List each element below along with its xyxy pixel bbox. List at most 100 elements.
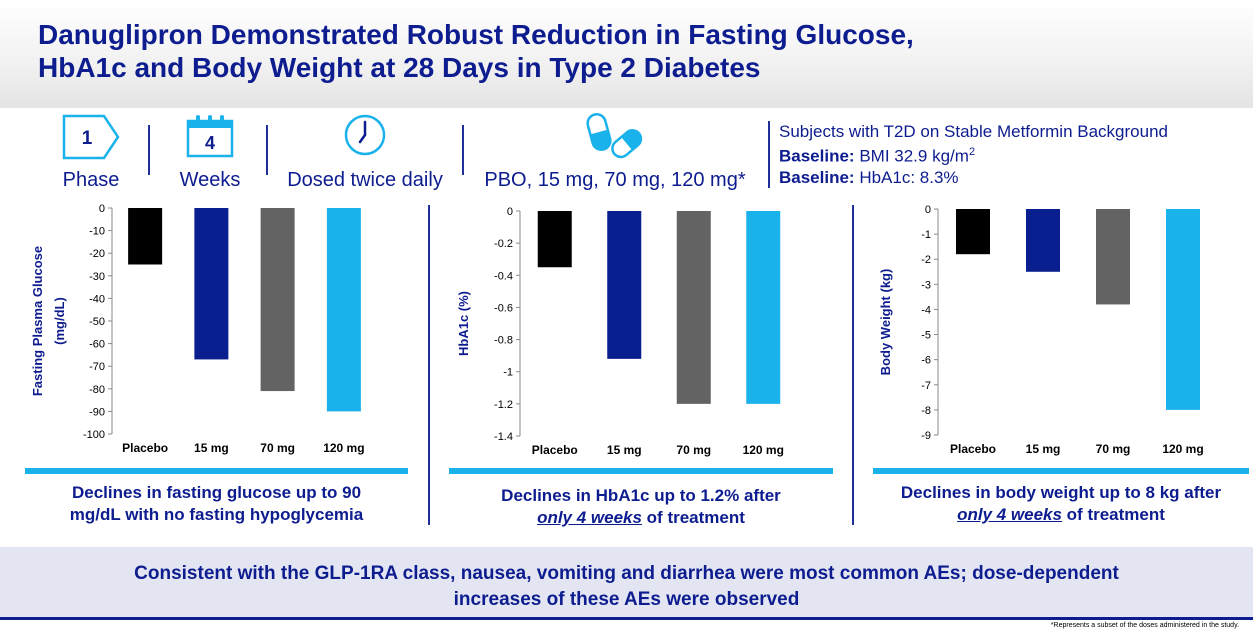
ae-banner-line1: Consistent with the GLP-1RA class, nause… [134,563,1119,584]
clock-icon [344,114,386,156]
glucose-category-label: Placebo [122,441,168,455]
doses-label: PBO, 15 mg, 70 mg, 120 mg* [484,169,746,191]
hba1c-caption-emphasis: only 4 weeks [537,508,642,527]
weeks-info: 4 Weeks [170,110,250,200]
footer-rule [0,617,1253,620]
hba1c-tick-label: -0.2 [494,238,513,250]
glucose-caption: Declines in fasting glucose up to 90 mg/… [25,482,408,526]
pills-icon [586,113,643,159]
hba1c-y-axis-label: HbA1c (%) [456,291,471,356]
arrow-badge-icon: 1 [62,114,120,160]
hba1c-tick-label: -0.6 [494,302,513,314]
baseline-label: Baseline: [779,167,855,187]
footnote: *Represents a subset of the doses admini… [1050,622,1239,629]
glucose-category-label: 70 mg [260,441,295,455]
caption-bar [449,468,833,474]
ae-banner-line2: increases of these AEs were observed [453,589,800,610]
weight-caption-rest: of treatment [1061,505,1165,524]
title-band [0,0,1253,108]
glucose-bar [326,208,361,412]
panel-divider [852,205,854,525]
title-line-2: HbA1c and Body Weight at 28 Days in Type… [38,52,761,83]
glucose-tick-label: -70 [89,361,105,373]
page-title: Danuglipron Demonstrated Robust Reductio… [38,18,914,84]
bmi-text: BMI 32.9 kg/m [859,146,969,166]
glucose-tick-label: -60 [89,339,105,351]
glucose-bar [128,208,163,265]
ae-banner: Consistent with the GLP-1RA class, nause… [0,547,1253,617]
glucose-tick-label: -30 [89,271,105,283]
weight-caption-line1: Declines in body weight up to 8 kg after [900,483,1222,502]
bmi-superscript: 2 [968,146,976,158]
glucose-tick-label: -80 [89,384,105,396]
baseline-label: Baseline: [779,146,855,166]
hba1c-caption-line1: Declines in HbA1c up to 1.2% after [501,486,781,505]
glucose-tick-label: -40 [89,293,105,305]
glucose-tick-label: -100 [83,429,105,441]
hba1c-tick-label: -1.4 [494,431,513,443]
hba1c-category-label: 120 mg [743,443,784,457]
weight-y-axis-label: Body Weight (kg) [878,269,893,376]
subjects-heading: Subjects with T2D on Stable Metformin Ba… [779,122,1168,141]
fasting-glucose-chart: 0 -10 -20 -30 -40 -50 -60 -70 -80 -90 -100 Placebo 1… [30,203,365,455]
calendar-icon: 4 [186,115,234,158]
weight-category-label: 120 mg [1162,442,1203,456]
glucose-category-label: 15 mg [194,441,229,455]
baseline-bmi: Baseline: BMI 32.9 kg/m2 [779,142,1168,167]
info-separator [266,125,268,175]
caption-bar [873,468,1249,474]
weeks-label: Weeks [179,169,241,191]
dosing-info: Dosed twice daily [280,110,450,200]
glucose-bar [194,208,229,360]
hba1c-chart: 0 -0.2 -0.4 -0.6 -0.8 -1 -1.2 -1.4 Placebo 15 mg 7… [456,206,784,457]
glucose-tick-label: -90 [89,406,105,418]
weight-tick-label: -5 [921,330,931,342]
hba1c-tick-label: 0 [507,206,513,218]
dosing-label: Dosed twice daily [287,169,443,191]
phase-value: 1 [82,128,93,149]
hba1c-text: HbA1c: 8.3% [859,167,959,187]
info-separator [148,125,150,175]
hba1c-bar [676,211,711,404]
weight-caption: Declines in body weight up to 8 kg after… [873,482,1249,526]
weight-caption-emphasis: only 4 weeks [957,505,1062,524]
hba1c-tick-label: -1.2 [494,399,513,411]
glucose-tick-label: -10 [89,226,105,238]
weight-tick-label: -6 [921,355,931,367]
weight-tick-label: -2 [921,254,931,266]
weight-category-label: 70 mg [1096,442,1131,456]
glucose-tick-label: -20 [89,248,105,260]
glucose-tick-label: 0 [99,203,105,215]
hba1c-caption: Declines in HbA1c up to 1.2% after only … [449,485,833,529]
subjects-box: Subjects with T2D on Stable Metformin Ba… [768,121,1168,188]
weight-bar [1096,209,1130,305]
weeks-value: 4 [205,133,215,153]
phase-label: Phase [62,169,120,191]
weight-bar [1166,209,1200,410]
hba1c-tick-label: -0.4 [494,270,513,282]
weight-tick-label: -8 [921,405,931,417]
hba1c-tick-label: -1 [503,367,513,379]
hba1c-category-label: Placebo [532,443,578,457]
hba1c-bar [746,211,781,404]
weight-category-label: 15 mg [1026,442,1061,456]
weight-caption-line2: only 4 weeks of treatment [873,504,1249,526]
panel-divider [428,205,430,525]
weight-bar [1026,209,1060,272]
hba1c-caption-line2: only 4 weeks of treatment [449,507,833,529]
weight-tick-label: -4 [921,304,931,316]
glucose-y-axis-label: Fasting Plasma Glucose [30,246,45,396]
glucose-caption-line1: Declines in fasting glucose up to 90 [71,483,362,502]
weight-category-label: Placebo [950,442,996,456]
weight-tick-label: -9 [921,430,931,442]
glucose-category-label: 120 mg [323,441,364,455]
hba1c-bar [607,211,642,359]
title-line-1: Danuglipron Demonstrated Robust Reductio… [38,19,914,50]
doses-info: PBO, 15 mg, 70 mg, 120 mg* [470,110,760,200]
weight-tick-label: 0 [925,204,931,216]
hba1c-caption-rest: of treatment [641,508,745,527]
glucose-bar [260,208,295,392]
weight-tick-label: -1 [921,229,931,241]
body-weight-chart: 0 -1 -2 -3 -4 -5 -6 -7 -8 -9 Placebo 15 mg 70 mg 120 … [878,204,1204,456]
weight-tick-label: -7 [921,380,931,392]
